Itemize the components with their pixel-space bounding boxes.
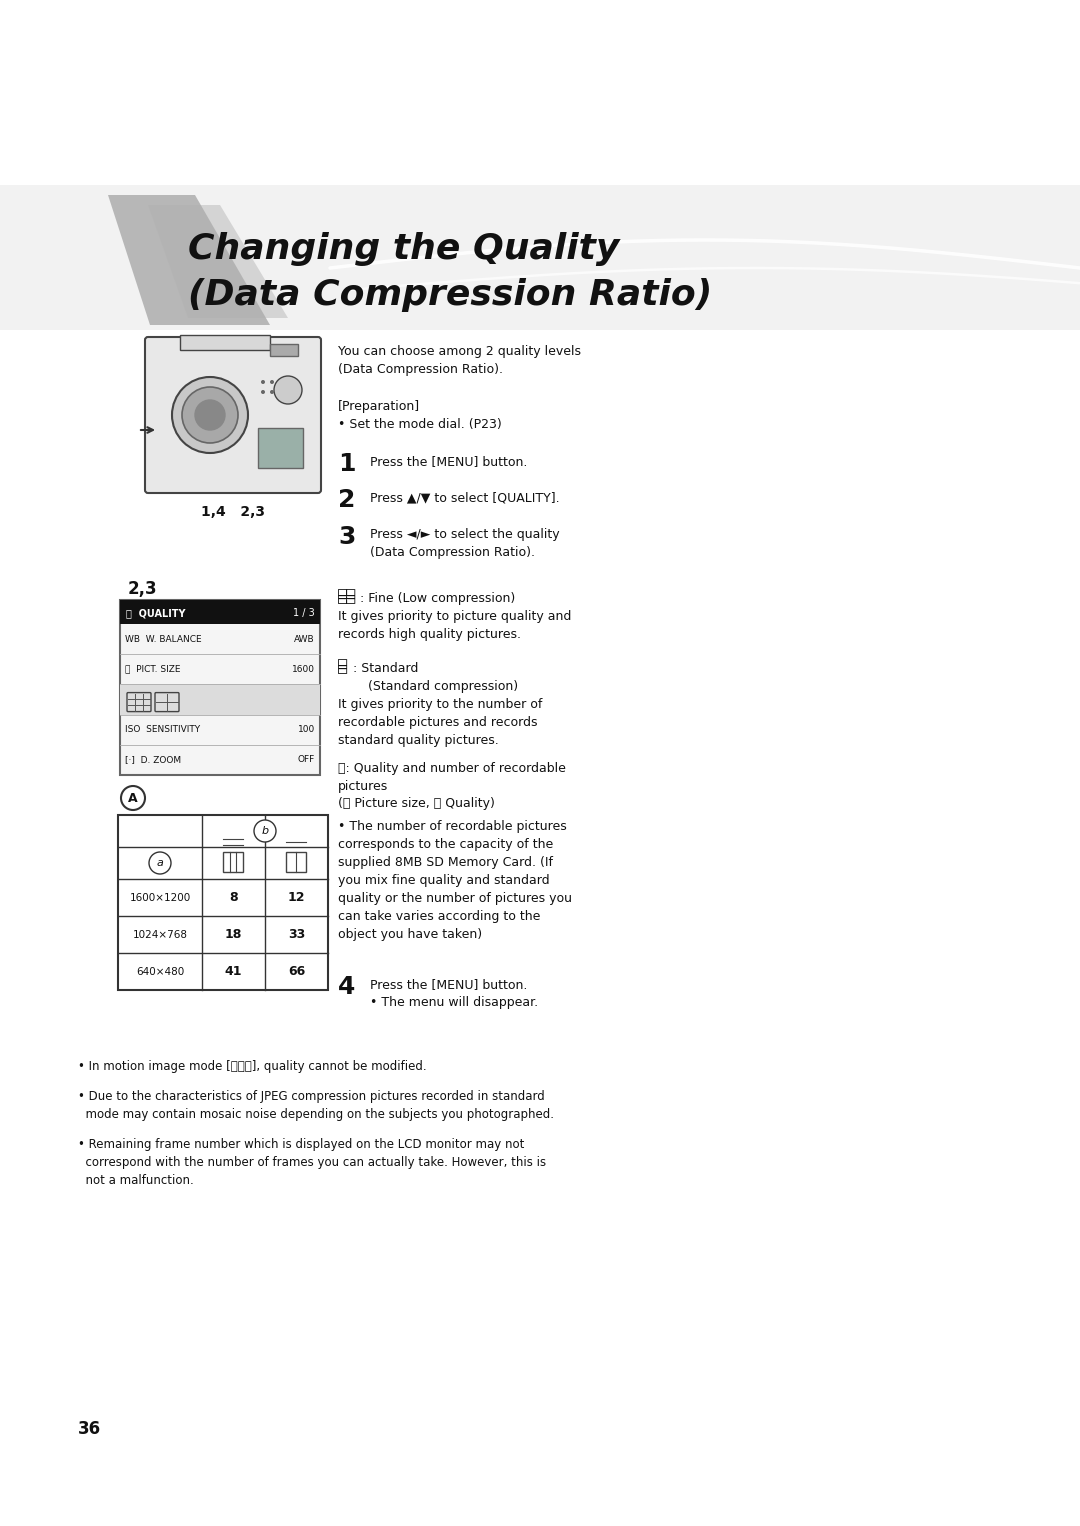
Circle shape [121, 786, 145, 810]
FancyBboxPatch shape [127, 693, 151, 711]
Text: Press ◄/► to select the quality
(Data Compression Ratio).: Press ◄/► to select the quality (Data Co… [370, 528, 559, 559]
Text: 3: 3 [338, 525, 355, 549]
Text: • The number of recordable pictures
corresponds to the capacity of the
supplied : • The number of recordable pictures corr… [338, 819, 572, 942]
Text: ⌸⌸: ⌸⌸ [338, 591, 356, 604]
Bar [270, 343, 298, 356]
Text: 41: 41 [225, 964, 242, 978]
Text: 12: 12 [287, 891, 306, 903]
Circle shape [149, 852, 171, 874]
Text: ISO  SENSITIVITY: ISO SENSITIVITY [125, 725, 200, 734]
Text: [Preparation]: [Preparation] [338, 400, 420, 414]
Circle shape [270, 380, 274, 385]
Bar [120, 684, 320, 714]
Text: : Fine (Low compression): : Fine (Low compression) [360, 592, 515, 604]
Circle shape [261, 391, 265, 394]
Text: Press the [MENU] button.: Press the [MENU] button. [370, 455, 527, 468]
Text: You can choose among 2 quality levels
(Data Compression Ratio).: You can choose among 2 quality levels (D… [338, 345, 581, 375]
Bar [0, 185, 1080, 330]
Text: 100: 100 [298, 725, 315, 734]
Text: Press the [MENU] button.
• The menu will disappear.: Press the [MENU] button. • The menu will… [370, 978, 538, 1009]
Text: a: a [157, 858, 163, 868]
Circle shape [274, 375, 302, 404]
Text: [·]  D. ZOOM: [·] D. ZOOM [125, 755, 181, 765]
Text: 66: 66 [288, 964, 306, 978]
FancyBboxPatch shape [145, 337, 321, 493]
Text: It gives priority to the number of
recordable pictures and records
standard qual: It gives priority to the number of recor… [338, 697, 542, 748]
Text: • In motion image mode [⌸⌸⌸], quality cannot be modified.: • In motion image mode [⌸⌸⌸], quality ca… [78, 1061, 427, 1073]
Polygon shape [148, 204, 288, 317]
Text: 1600×1200: 1600×1200 [130, 893, 191, 902]
Text: (ⓐ Picture size, Ⓑ Quality): (ⓐ Picture size, Ⓑ Quality) [338, 797, 495, 810]
Text: 2: 2 [338, 488, 355, 513]
Text: (Standard compression): (Standard compression) [368, 681, 518, 693]
Text: • Due to the characteristics of JPEG compression pictures recorded in standard
 : • Due to the characteristics of JPEG com… [78, 1090, 554, 1122]
Text: 1: 1 [338, 452, 355, 476]
Text: 36: 36 [78, 1421, 102, 1437]
Text: Press ▲/▼ to select [QUALITY].: Press ▲/▼ to select [QUALITY]. [370, 491, 559, 504]
Circle shape [261, 380, 265, 385]
Text: OFF: OFF [298, 755, 315, 765]
Text: WB  W. BALANCE: WB W. BALANCE [125, 635, 202, 644]
Bar [258, 427, 303, 468]
Circle shape [195, 400, 225, 430]
Text: Changing the Quality: Changing the Quality [188, 232, 619, 266]
Text: 1 / 3: 1 / 3 [294, 607, 315, 618]
Circle shape [172, 377, 248, 453]
Polygon shape [108, 195, 270, 325]
Text: (Data Compression Ratio): (Data Compression Ratio) [188, 278, 712, 311]
Bar [286, 852, 306, 871]
Circle shape [254, 819, 276, 842]
Text: 8: 8 [229, 891, 238, 903]
Text: 4: 4 [338, 975, 355, 1000]
Bar [120, 600, 320, 624]
Circle shape [183, 388, 238, 443]
Text: 2,3: 2,3 [129, 580, 158, 598]
Text: AWB: AWB [295, 635, 315, 644]
Text: : Standard: : Standard [353, 662, 418, 674]
Text: • Remaining frame number which is displayed on the LCD monitor may not
  corresp: • Remaining frame number which is displa… [78, 1138, 546, 1187]
Text: ⌸  QUALITY: ⌸ QUALITY [126, 607, 186, 618]
Text: 1024×768: 1024×768 [133, 929, 188, 940]
Circle shape [270, 391, 274, 394]
Text: It gives priority to picture quality and
records high quality pictures.: It gives priority to picture quality and… [338, 610, 571, 641]
Text: • Set the mode dial. (P23): • Set the mode dial. (P23) [338, 418, 502, 430]
Text: ⌸: ⌸ [338, 661, 347, 674]
Text: A: A [129, 792, 138, 804]
Text: b: b [261, 826, 269, 836]
Bar [118, 815, 328, 990]
Bar [222, 852, 243, 871]
Text: 33: 33 [288, 928, 306, 942]
Text: ⌸  PICT. SIZE: ⌸ PICT. SIZE [125, 665, 180, 674]
Bar [120, 600, 320, 775]
Text: 640×480: 640×480 [136, 966, 184, 977]
FancyBboxPatch shape [156, 693, 179, 711]
Text: 18: 18 [225, 928, 242, 942]
Text: 1,4   2,3: 1,4 2,3 [201, 505, 265, 519]
Bar [180, 336, 270, 349]
Text: 1600: 1600 [292, 665, 315, 674]
Text: Ⓐ: Quality and number of recordable
pictures: Ⓐ: Quality and number of recordable pict… [338, 761, 566, 794]
